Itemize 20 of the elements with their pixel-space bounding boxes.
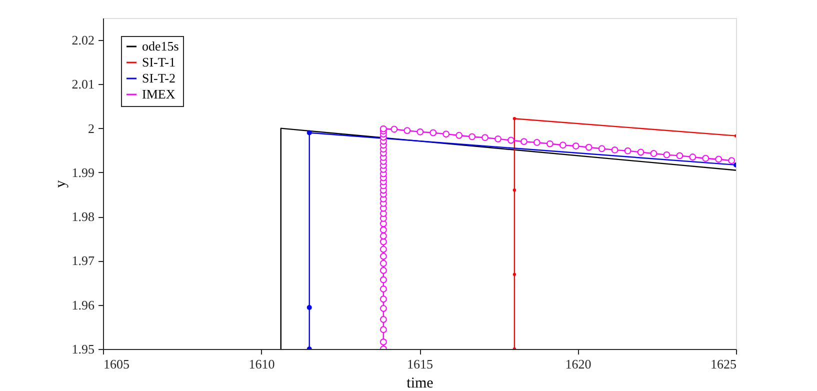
x-tick-label: 1610 <box>248 356 275 372</box>
x-tick-label: 1625 <box>710 356 736 372</box>
x-axis-title: time <box>406 376 434 391</box>
legend-label: ode15s <box>142 38 179 54</box>
x-tick-label: 1605 <box>104 356 130 372</box>
x-tick-label: 1615 <box>407 356 433 372</box>
y-tick-label: 1.96 <box>72 297 95 312</box>
x-tick-label: 1620 <box>565 356 592 372</box>
y-tick-label: 1.98 <box>72 209 94 224</box>
y-tick-label: 2.02 <box>72 32 94 48</box>
legend-label: IMEX <box>142 86 176 102</box>
y-tick-label: 2 <box>88 120 94 136</box>
y-tick-label: 1.97 <box>72 253 95 268</box>
legend-label: SI-T-2 <box>142 70 176 86</box>
y-tick-label: 1.99 <box>72 164 94 180</box>
y-tick-label: 2.01 <box>72 76 94 92</box>
y-axis-title: y <box>52 180 69 188</box>
legend-label: SI-T-1 <box>142 54 176 70</box>
y-tick-label: 1.95 <box>72 342 94 356</box>
line-series <box>512 117 736 349</box>
